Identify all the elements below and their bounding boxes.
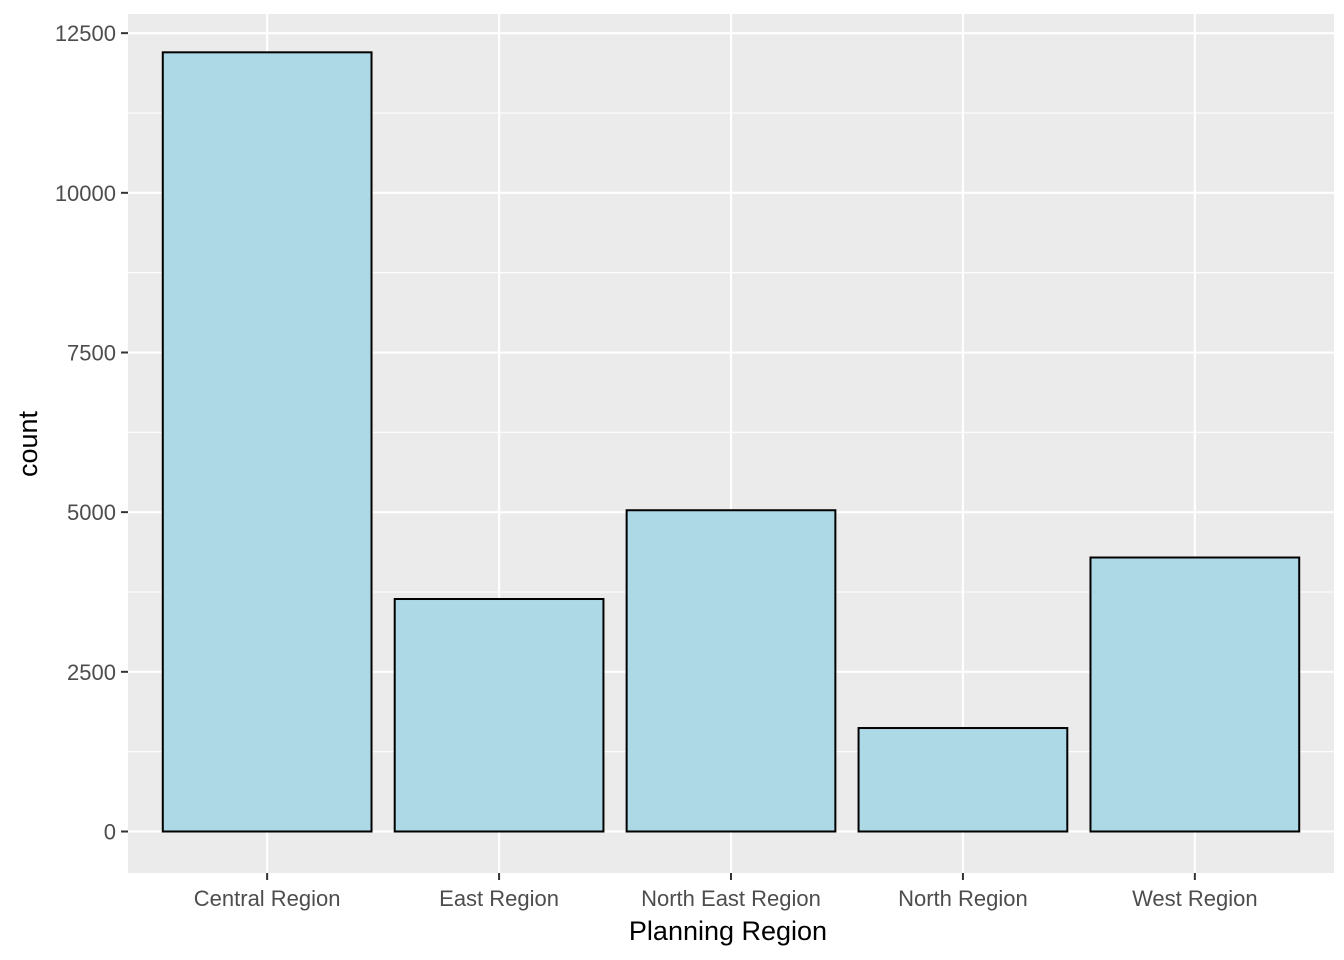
x-tick-label: Central Region — [194, 886, 341, 911]
y-tick-label: 12500 — [55, 21, 116, 46]
bar — [393, 598, 605, 833]
y-axis: 0 2500 5000 7500 10000 12500 — [55, 21, 128, 844]
bar — [857, 727, 1069, 833]
y-tick-label: 0 — [104, 819, 116, 844]
y-tick-label: 2500 — [67, 660, 116, 685]
bar — [161, 51, 373, 833]
bar — [1089, 556, 1301, 833]
y-tick-label: 5000 — [67, 500, 116, 525]
x-axis-title: Planning Region — [629, 916, 827, 946]
x-tick-label: West Region — [1132, 886, 1258, 911]
y-tick-label: 7500 — [67, 340, 116, 365]
x-axis: Central Region East Region North East Regi… — [194, 873, 1258, 911]
y-axis-title: count — [13, 410, 43, 477]
bar — [625, 509, 837, 833]
x-tick-label: East Region — [439, 886, 559, 911]
y-tick-label: 10000 — [55, 181, 116, 206]
x-tick-label: North East Region — [641, 886, 821, 911]
bars — [161, 51, 1301, 833]
x-tick-label: North Region — [898, 886, 1028, 911]
